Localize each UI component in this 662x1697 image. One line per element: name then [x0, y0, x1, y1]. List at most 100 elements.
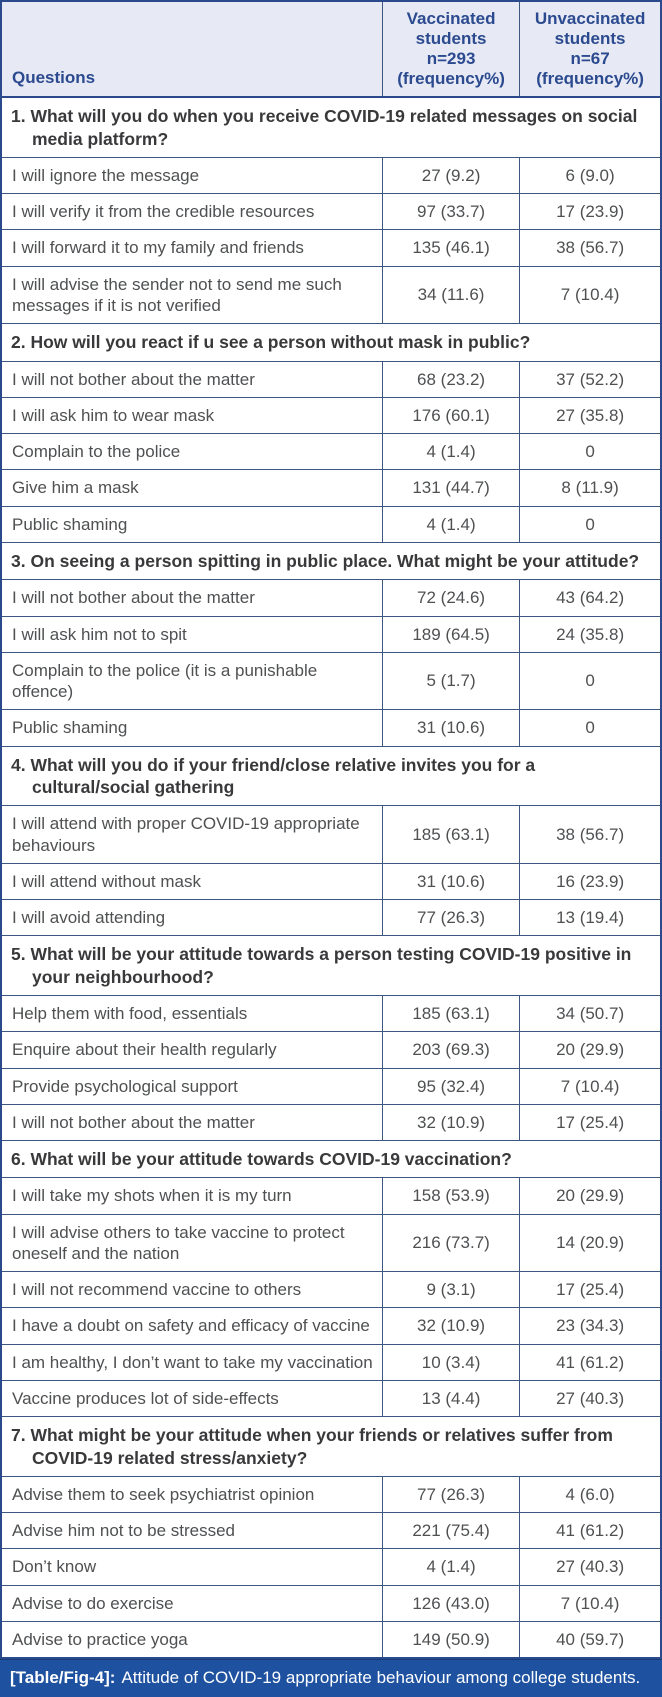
- answer-row: Complain to the police 4 (1.4) 0: [0, 433, 662, 471]
- unvaccinated-value: 17 (25.4): [519, 1271, 662, 1309]
- answer-label: I will advise others to take vaccine to …: [0, 1213, 383, 1273]
- vaccinated-value: 77 (26.3): [381, 1475, 521, 1514]
- question-title: 7. What might be your attitude when your…: [0, 1416, 662, 1477]
- vaccinated-value: 10 (3.4): [381, 1343, 521, 1381]
- answer-label: I will avoid attending: [0, 899, 383, 937]
- answer-row: I will not bother about the matter 68 (23…: [0, 360, 662, 398]
- unvaccinated-value: 17 (23.9): [519, 193, 662, 231]
- unvaccinated-value: 7 (10.4): [519, 265, 662, 325]
- answer-label: I will take my shots when it is my turn: [0, 1177, 383, 1215]
- answer-row: I will avoid attending 77 (26.3) 13 (19.4): [0, 899, 662, 937]
- answer-label: Enquire about their health regularly: [0, 1031, 383, 1069]
- vaccinated-value: 77 (26.3): [381, 899, 521, 937]
- unvaccinated-value: 27 (35.8): [519, 396, 662, 435]
- answer-label: I will not bother about the matter: [0, 579, 383, 617]
- vaccinated-value: 32 (10.9): [381, 1103, 521, 1142]
- answer-row: I will not recommend vaccine to others 9 …: [0, 1271, 662, 1309]
- unvaccinated-value: 0: [519, 709, 662, 747]
- answer-label: Vaccine produces lot of side-effects: [0, 1379, 383, 1418]
- column-header-vaccinated: Vaccinated students n=293 (frequency%): [381, 0, 521, 99]
- unvaccinated-value: 0: [519, 505, 662, 543]
- answer-label: Help them with food, essentials: [0, 995, 383, 1033]
- answer-label: Public shaming: [0, 505, 383, 543]
- answer-row: I will attend without mask 31 (10.6) 16 (2…: [0, 862, 662, 901]
- answer-label: I will verify it from the credible resou…: [0, 193, 383, 231]
- unvaccinated-value: 37 (52.2): [519, 360, 662, 398]
- vaccinated-value: 189 (64.5): [381, 615, 521, 653]
- unvaccinated-value: 40 (59.7): [519, 1620, 662, 1659]
- answer-label: I will not bother about the matter: [0, 1103, 383, 1142]
- answer-label: I will attend with proper COVID-19 appro…: [0, 805, 383, 864]
- answer-row: I will take my shots when it is my turn 1…: [0, 1177, 662, 1215]
- answer-row: Advise them to seek psychiatrist opinion…: [0, 1475, 662, 1514]
- answer-label: I have a doubt on safety and efficacy of…: [0, 1307, 383, 1345]
- vaccinated-value: 9 (3.1): [381, 1271, 521, 1309]
- vaccinated-value: 72 (24.6): [381, 579, 521, 617]
- answer-label: Complain to the police: [0, 433, 383, 471]
- answer-row: Advise to do exercise 126 (43.0) 7 (10.4): [0, 1584, 662, 1622]
- answer-row: Complain to the police (it is a punishab…: [0, 651, 662, 711]
- question-title: 2. How will you react if u see a person …: [0, 323, 662, 362]
- answer-row: I have a doubt on safety and efficacy of…: [0, 1307, 662, 1345]
- vaccinated-value: 4 (1.4): [381, 1548, 521, 1586]
- unvaccinated-value: 24 (35.8): [519, 615, 662, 653]
- vaccinated-value: 27 (9.2): [381, 156, 521, 195]
- answer-row: I will ask him to wear mask 176 (60.1) 27 …: [0, 396, 662, 435]
- vaccinated-value: 126 (43.0): [381, 1584, 521, 1622]
- unvaccinated-value: 0: [519, 433, 662, 471]
- question-title: 3. On seeing a person spitting in public…: [0, 541, 662, 581]
- unvaccinated-value: 7 (10.4): [519, 1584, 662, 1622]
- unvaccinated-value: 23 (34.3): [519, 1307, 662, 1345]
- vaccinated-value: 185 (63.1): [381, 995, 521, 1033]
- answer-row: Advise him not to be stressed 221 (75.4) 4…: [0, 1512, 662, 1550]
- answer-label: I will ignore the message: [0, 156, 383, 195]
- unvaccinated-value: 20 (29.9): [519, 1031, 662, 1069]
- unvaccinated-value: 14 (20.9): [519, 1213, 662, 1273]
- vaccinated-value: 185 (63.1): [381, 805, 521, 864]
- answer-row: I will attend with proper COVID-19 appro…: [0, 805, 662, 864]
- unvaccinated-value: 38 (56.7): [519, 229, 662, 267]
- vaccinated-value: 4 (1.4): [381, 505, 521, 543]
- vaccinated-value: 131 (44.7): [381, 469, 521, 507]
- unvaccinated-value: 7 (10.4): [519, 1067, 662, 1105]
- figure-caption-text: Attitude of COVID-19 appropriate behavio…: [121, 1668, 641, 1688]
- answer-label: Advise them to seek psychiatrist opinion: [0, 1475, 383, 1514]
- answer-row: I will forward it to my family and frien…: [0, 229, 662, 267]
- answer-row: I will not bother about the matter 72 (24…: [0, 579, 662, 617]
- unvaccinated-value: 4 (6.0): [519, 1475, 662, 1514]
- figure-caption: [Table/Fig-4]: Attitude of COVID-19 appro…: [0, 1659, 662, 1697]
- vaccinated-value: 216 (73.7): [381, 1213, 521, 1273]
- vaccinated-value: 158 (53.9): [381, 1177, 521, 1215]
- attitude-table: Questions Vaccinated students n=293 (fre…: [0, 0, 662, 1660]
- answer-row: I will ignore the message 27 (9.2) 6 (9.0): [0, 156, 662, 195]
- unvaccinated-value: 41 (61.2): [519, 1512, 662, 1550]
- vaccinated-value: 31 (10.6): [381, 862, 521, 901]
- answer-label: Advise to do exercise: [0, 1584, 383, 1622]
- answer-label: I will ask him to wear mask: [0, 396, 383, 435]
- answer-label: I will ask him not to spit: [0, 615, 383, 653]
- answer-row: Don’t know 4 (1.4) 27 (40.3): [0, 1548, 662, 1586]
- vaccinated-value: 221 (75.4): [381, 1512, 521, 1550]
- question-title: 1. What will you do when you receive COV…: [0, 96, 662, 158]
- unvaccinated-value: 6 (9.0): [519, 156, 662, 195]
- answer-label: Give him a mask: [0, 469, 383, 507]
- answer-label: Advise him not to be stressed: [0, 1512, 383, 1550]
- unvaccinated-value: 43 (64.2): [519, 579, 662, 617]
- table-header: Questions Vaccinated students n=293 (fre…: [0, 0, 662, 99]
- vaccinated-value: 32 (10.9): [381, 1307, 521, 1345]
- table-body: 1. What will you do when you receive COV…: [0, 96, 662, 1659]
- question-section-row: 1. What will you do when you receive COV…: [0, 96, 662, 158]
- question-section-row: 5. What will be your attitude towards a …: [0, 935, 662, 997]
- unvaccinated-value: 41 (61.2): [519, 1343, 662, 1381]
- unvaccinated-value: 0: [519, 651, 662, 711]
- answer-row: Provide psychological support 95 (32.4) 7 …: [0, 1067, 662, 1105]
- question-section-row: 6. What will be your attitude towards CO…: [0, 1140, 662, 1179]
- vaccinated-value: 176 (60.1): [381, 396, 521, 435]
- column-header-unvaccinated: Unvaccinated students n=67 (frequency%): [519, 0, 662, 99]
- question-section-row: 2. How will you react if u see a person …: [0, 323, 662, 362]
- answer-row: I will not bother about the matter 32 (10…: [0, 1103, 662, 1142]
- vaccinated-value: 5 (1.7): [381, 651, 521, 711]
- answer-label: Public shaming: [0, 709, 383, 747]
- answer-row: I am healthy, I don’t want to take my va…: [0, 1343, 662, 1381]
